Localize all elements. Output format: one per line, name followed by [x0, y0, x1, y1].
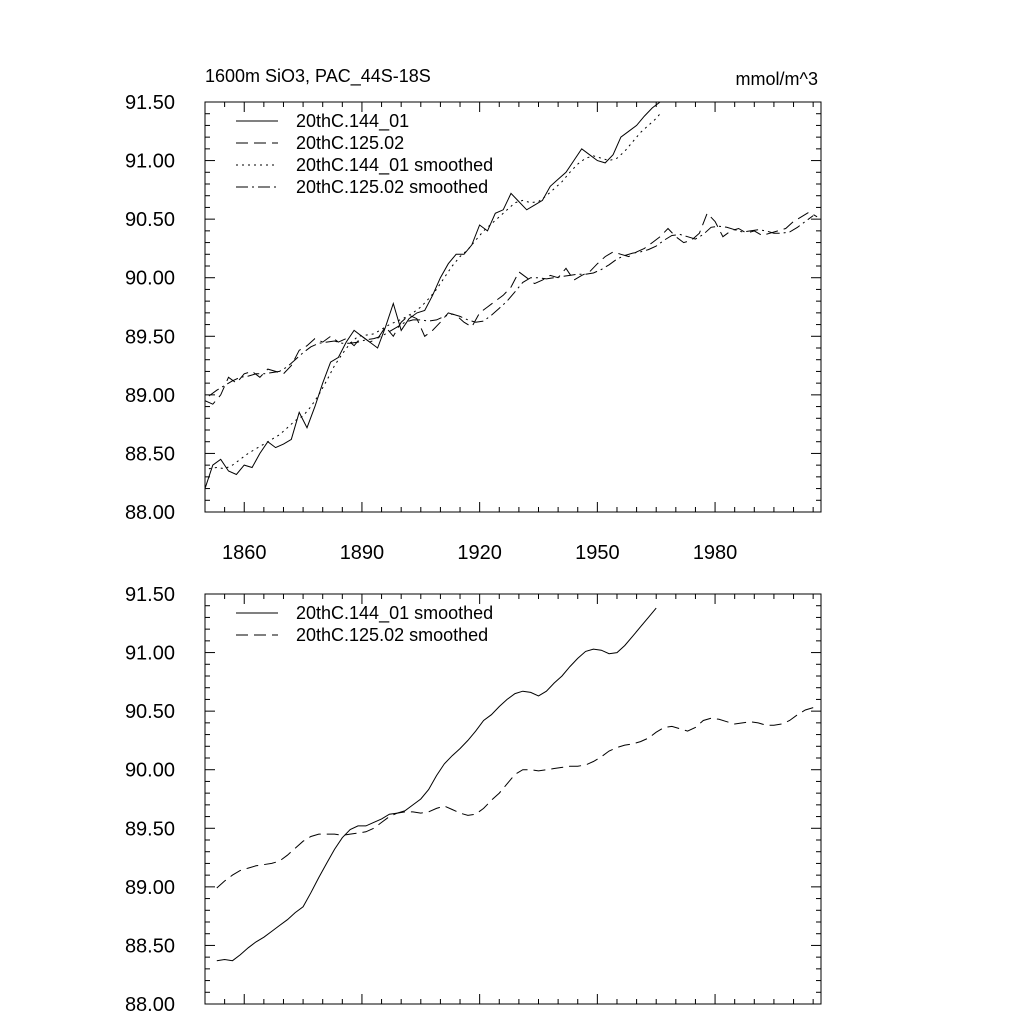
y-tick-label: 88.00: [125, 502, 175, 524]
y-tick-label: 89.50: [125, 818, 175, 840]
top-plot-area: 88.00 88.50 89.00 89.50 90.00 90.50 91.00 91.50…: [125, 92, 822, 564]
y-tick-label: 88.50: [125, 443, 175, 465]
y-tick-label: 88.50: [125, 935, 175, 957]
legend-label: 20thC.125.02 smoothed: [296, 177, 488, 197]
legend-label: 20thC.125.02 smoothed: [296, 625, 488, 645]
x-tick-label: 1920: [457, 542, 502, 564]
series-line: [208, 215, 814, 397]
series-line: [216, 707, 814, 889]
chart-title: 1600m SiO3, PAC_44S-18S: [205, 66, 431, 87]
top-panel: 1600m SiO3, PAC_44S-18S mmol/m^3 88.0088…: [125, 66, 822, 564]
legend-label: 20thC.144_01: [296, 111, 409, 132]
y-tick-label: 89.50: [125, 326, 175, 348]
legend-label: 20thC.144_01 smoothed: [296, 603, 493, 624]
plot-frame: [204, 101, 822, 513]
y-tick-label: 90.50: [125, 701, 175, 723]
bottom-plot-area: 88.00 88.50 89.00 89.50 90.00 90.50 91.00 91.50…: [125, 584, 822, 1016]
y-tick-label: 91.50: [125, 584, 175, 606]
y-tick-label: 88.00: [125, 994, 175, 1016]
y-tick-label: 90.50: [125, 209, 175, 231]
units-label: mmol/m^3: [736, 69, 818, 89]
y-tick-label: 90.00: [125, 268, 175, 290]
x-tick-label: 1980: [693, 542, 738, 564]
bottom-panel: 88.00 88.50 89.00 89.50 90.00 90.50 91.00 91.50…: [125, 584, 822, 1016]
y-tick-label: 89.00: [125, 877, 175, 899]
x-tick-label: 1860: [222, 542, 267, 564]
x-tick-label: 1890: [340, 542, 385, 564]
legend-label: 20thC.144_01 smoothed: [296, 155, 493, 176]
series-line: [216, 607, 657, 962]
series-line: [205, 102, 662, 489]
x-tick-label: 1950: [575, 542, 620, 564]
legend-label: 20thC.125.02: [296, 133, 404, 153]
series-line: [205, 211, 818, 405]
y-tick-label: 89.00: [125, 385, 175, 407]
y-tick-label: 91.50: [125, 92, 175, 114]
series-line: [208, 113, 661, 470]
y-tick-label: 91.00: [125, 151, 175, 173]
y-tick-label: 91.00: [125, 643, 175, 665]
plot-frame: [204, 593, 822, 1005]
y-tick-label: 90.00: [125, 760, 175, 782]
